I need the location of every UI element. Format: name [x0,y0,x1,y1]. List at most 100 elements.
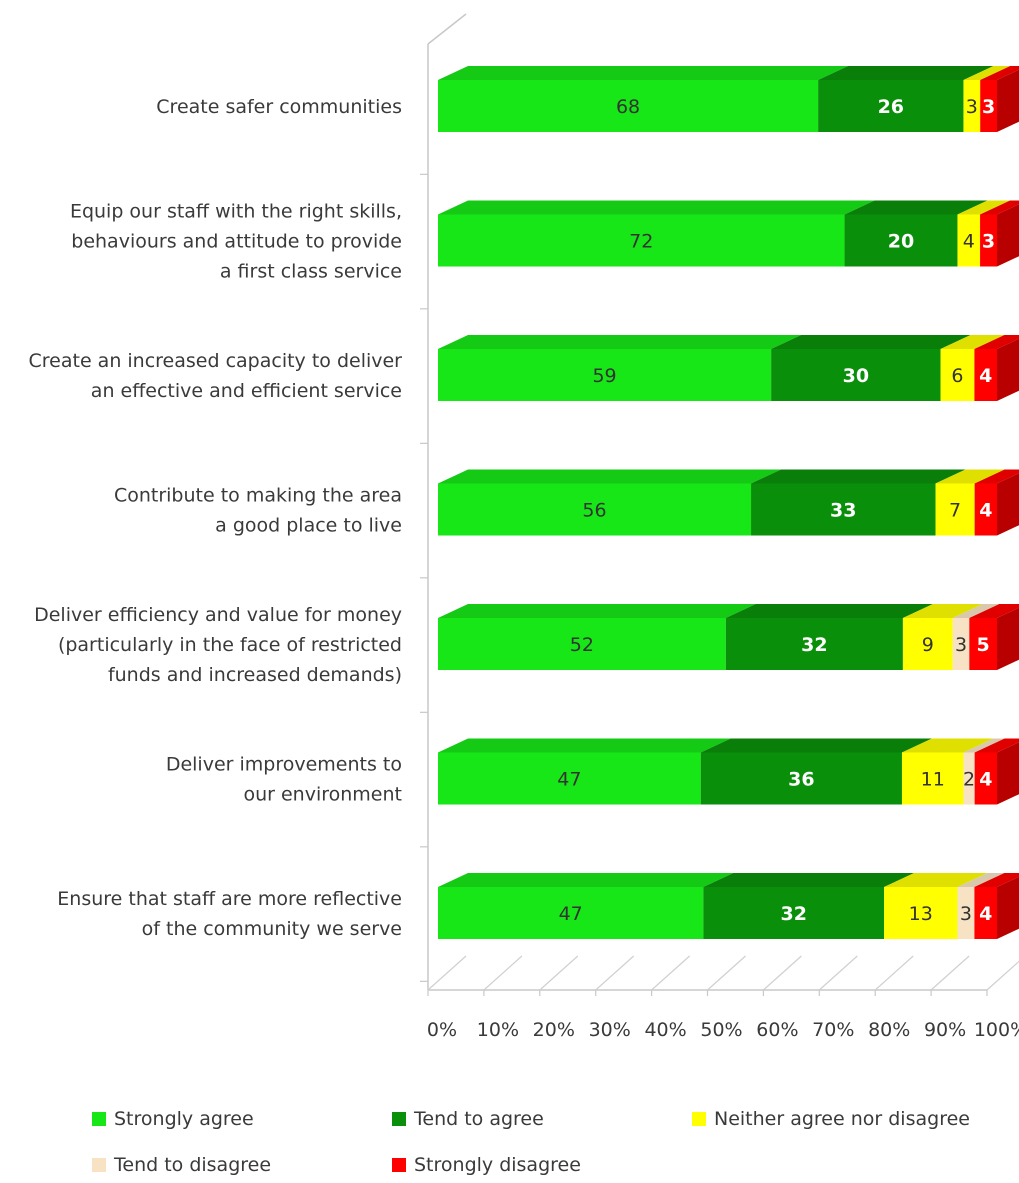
bar-segment-top [438,604,756,618]
grid-line [762,955,802,991]
bar-row: 52 32 9 3 5 Deliver efficiency and value for … [34,604,1019,686]
bar-segment-top [438,200,875,215]
data-label: 4 [979,903,992,925]
legend-swatch [392,1158,406,1172]
x-tick-label: 10% [477,1019,519,1041]
legend-swatch [392,1112,406,1126]
bar-segment-top [980,200,1019,215]
bar-segment [935,483,975,536]
category-label-line: our environment [243,784,402,806]
legend-swatch [692,1112,706,1126]
data-label: 33 [830,500,856,522]
bar-segment-top [963,66,1011,80]
bar-segment [438,887,704,939]
data-label: 4 [979,769,992,791]
bar-segment [844,214,958,267]
bar-row: 59 30 6 4 Create an increased capacity to de… [29,335,1019,402]
bar-row: 47 32 13 3 4 Ensure that staff are more refle… [57,873,1019,940]
bar-segment-top [902,604,983,618]
bar-segment-top [438,873,734,887]
category-label-line: Equip our staff with the right skills, [70,201,402,223]
data-label: 2 [963,769,975,791]
legend-label: Neither agree nor disagree [714,1108,970,1130]
x-tick-label: 70% [812,1019,854,1041]
x-tick-label: 0% [427,1019,457,1041]
category-label: Deliver efficiency and value for money (p… [34,604,402,686]
x-tick-label: 100% [974,1019,1019,1041]
grid-line [930,955,970,991]
bar-segment [700,752,902,805]
data-label: 36 [788,769,814,791]
legend-item: Strongly agree [92,1108,254,1130]
bar-segment [438,214,845,267]
bar-segment [963,752,975,805]
category-label-line: Create an increased capacity to deliver [29,350,403,372]
chart-legend: Strongly agree Tend to agree Neither agree… [92,1108,1012,1182]
category-label: Create an increased capacity to deliver a… [29,350,403,402]
category-label-line: of the community we serve [142,918,402,940]
bar-segment-top [957,873,1005,887]
data-label: 52 [570,634,594,656]
bar-segment-top [980,66,1019,80]
bar-segment [438,80,819,132]
category-label-line: Deliver efficiency and value for money [34,604,402,626]
category-label-line: Create safer communities [156,96,402,118]
bar-segment-top [725,604,933,618]
bar-segment [438,752,701,805]
bar-segment [438,618,726,670]
legend-label: Strongly agree [114,1108,254,1130]
bar-end-face [997,473,1019,536]
grid-line [651,955,691,991]
legend-item: Neither agree nor disagree [692,1108,970,1130]
grid-line [483,955,523,991]
data-label: 56 [582,500,606,522]
bar-segment [980,214,997,267]
category-label: Equip our staff with the right skills, be… [70,201,402,283]
data-label: 30 [843,365,869,387]
data-label: 26 [878,96,904,118]
x-tick-label: 90% [924,1019,966,1041]
data-label: 32 [801,634,827,656]
x-tick-label: 30% [589,1019,631,1041]
bar-end-face [997,607,1019,670]
data-label: 3 [966,96,978,118]
bar-segment-top [844,200,988,215]
bar-segment-top [957,200,1011,215]
data-label: 4 [963,231,975,253]
data-label: 4 [979,365,992,387]
grid-line [874,955,914,991]
bar-segment-top [974,469,1019,484]
data-label: 6 [951,365,963,387]
bar-segment [438,349,772,401]
legend-label: Tend to agree [414,1108,544,1130]
bar-segment [974,349,997,401]
bar-segment-top [700,738,932,753]
x-tick-label: 40% [644,1019,686,1041]
data-label: 13 [909,903,933,925]
bar-segment-top [974,335,1019,349]
data-label: 47 [557,769,581,791]
category-label-line: a first class service [220,261,402,283]
bar-segment-top [974,873,1019,887]
bar-segment [438,483,752,536]
bar-segment [902,618,953,670]
bar-segment-top [438,66,849,80]
bar-segment-top [884,873,988,887]
data-label: 68 [616,96,640,118]
bar-end-face [997,338,1019,401]
bar-segment-top [438,738,731,753]
grid-line [986,960,1019,991]
x-tick-label: 80% [868,1019,910,1041]
category-label: Deliver improvements to our environment [166,754,402,806]
data-label: 5 [977,634,990,656]
legend-item: Strongly disagree [392,1154,581,1176]
bar-segment-top [974,738,1019,753]
x-tick-label: 60% [756,1019,798,1041]
category-label: Ensure that staff are more reflective of … [57,888,402,940]
stacked-bar-chart: 0%10%20%30%40%50%60%70%80%90%100%4732133… [29,13,1019,1041]
data-label: 7 [949,500,961,522]
legend-item: Tend to agree [392,1108,544,1130]
bar-end-face [997,69,1019,132]
bar-segment-top [963,738,1005,753]
category-label-line: (particularly in the face of restricted [58,634,402,656]
